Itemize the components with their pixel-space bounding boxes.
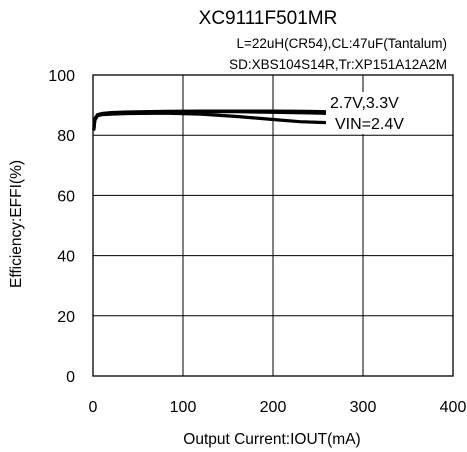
- y-tick-label-0: 0: [66, 369, 75, 386]
- annotation-upper: 2.7V,3.3V: [330, 95, 399, 112]
- x-tick-label-4: 400: [440, 399, 467, 416]
- x-tick-labels: 0 100 200 300 400: [89, 399, 467, 416]
- x-tick-label-2: 200: [260, 399, 287, 416]
- y-axis-label: Efficiency:EFFI(%): [8, 160, 25, 288]
- y-tick-label-5: 100: [48, 68, 75, 85]
- y-tick-labels: 0 20 40 60 80 100: [48, 68, 75, 386]
- chart-title: XC9111F501MR: [199, 8, 338, 29]
- x-axis-label: Output Current:IOUT(mA): [183, 431, 360, 448]
- chart-subtitle-line-2: SD:XBS104S14R,Tr:XP151A12A2M: [229, 57, 447, 72]
- y-tick-label-4: 80: [57, 128, 75, 145]
- chart-subtitle-line-1: L=22uH(CR54),CL:47uF(Tantalum): [237, 36, 447, 51]
- annotation-lower: VIN=2.4V: [335, 116, 404, 133]
- series-lines: [92, 109, 338, 131]
- plot-frame: [92, 74, 454, 377]
- annotation-backdrop: [326, 92, 416, 134]
- x-tick-label-3: 300: [350, 399, 377, 416]
- y-tick-label-2: 40: [57, 249, 75, 266]
- x-tick-label-0: 0: [89, 399, 98, 416]
- y-tick-label-3: 60: [57, 188, 75, 205]
- x-tick-label-1: 100: [170, 399, 197, 416]
- series-line-2: [92, 111, 329, 131]
- y-tick-label-1: 20: [57, 309, 75, 326]
